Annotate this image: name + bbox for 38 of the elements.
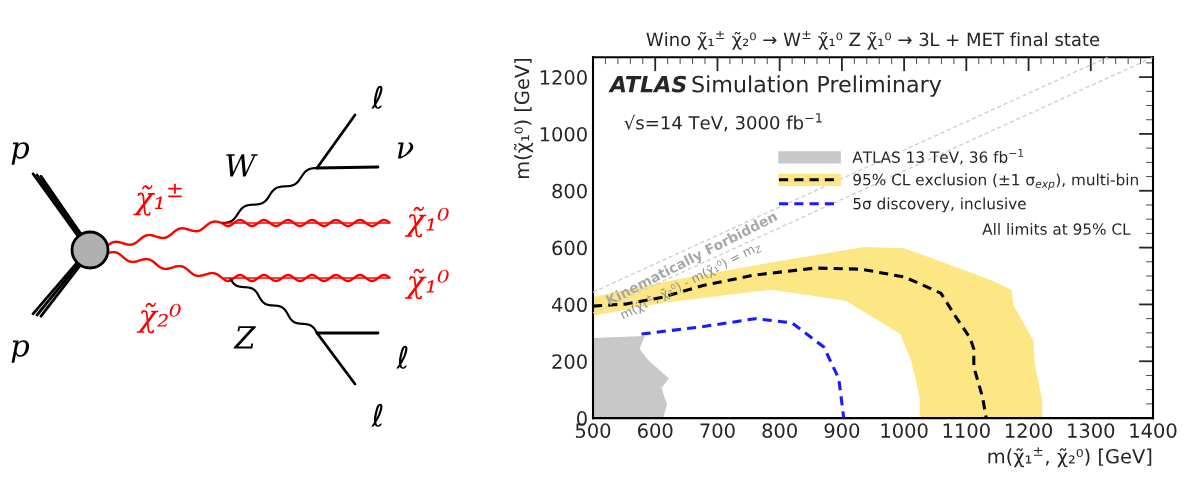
legend-label: 5σ discovery, inclusive — [853, 197, 1026, 213]
text: χ̃₁$^{±}$ — [133, 183, 182, 216]
legend-label: ATLAS 13 TeV, 36 fb$^{−1}$ — [852, 149, 1024, 165]
chart-title: Wino χ̃₁$^{±}$ χ̃₂⁰ → W$^{±}$ χ̃₁⁰ Z χ̃₁⁰ → 3L + MET final state — [646, 31, 1100, 50]
x-tick-label: 900 — [824, 423, 860, 439]
legend-label: 95% CL exclusion (±1 σ$_{exp}$), multi-bin — [853, 173, 1138, 190]
x-tick-label: 700 — [700, 423, 735, 439]
line-series — [640, 317, 846, 419]
y-tick-label: 600 — [552, 240, 587, 256]
y-tick-label: 200 — [552, 354, 587, 369]
annotation: All limits at 95% CL — [982, 223, 1131, 235]
text: ℓ — [371, 85, 383, 109]
text: ν — [397, 142, 414, 159]
text: χ̃₂⁰ — [136, 302, 181, 334]
x-tick-label: 1100 — [943, 423, 990, 439]
text: χ̃₁⁰ — [404, 268, 449, 300]
y-tick-label: 400 — [551, 297, 587, 313]
x-tick-label: 800 — [762, 423, 797, 439]
annotation: √s=14 TeV, 3000 fb$^{−1}$ — [624, 113, 822, 132]
x-axis-title: m(χ̃₁$^{±}$, χ̃₂⁰) [GeV] — [988, 447, 1152, 468]
x-tick-label: 600 — [638, 423, 673, 439]
text: p — [11, 142, 30, 165]
x-tick-label: 1400 — [1130, 423, 1177, 439]
y-axis-title: m(χ̃₁⁰) [GeV] — [513, 58, 534, 179]
x-tick-label: 1300 — [1068, 423, 1115, 439]
y-tick-label: 1000 — [540, 126, 587, 142]
text: p — [11, 340, 30, 363]
text: χ̃₁⁰ — [404, 206, 449, 238]
text: ℓ — [371, 403, 383, 427]
text: ℓ — [396, 345, 408, 369]
annotation: Simulation Preliminary — [692, 75, 942, 97]
annotation: ATLAS — [608, 75, 687, 93]
y-tick-label: 800 — [552, 183, 587, 199]
x-tick-label: 1000 — [881, 423, 928, 439]
y-tick-label: 1200 — [540, 70, 587, 85]
text: Z — [233, 326, 257, 349]
text: W — [226, 154, 258, 177]
x-tick-label: 1200 — [1005, 423, 1053, 439]
